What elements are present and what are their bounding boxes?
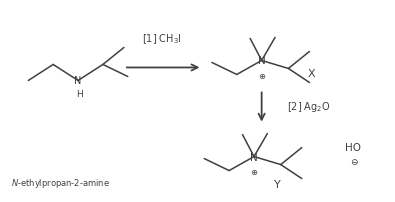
Text: $\it{N}$-ethylpropan-2-amine: $\it{N}$-ethylpropan-2-amine <box>11 176 110 189</box>
Text: ⊖: ⊖ <box>350 157 357 166</box>
Text: N: N <box>74 76 82 86</box>
Text: ⊕: ⊕ <box>258 72 265 81</box>
Text: Y: Y <box>274 179 280 189</box>
Text: X: X <box>308 69 315 79</box>
Text: HO: HO <box>346 142 361 152</box>
Text: [1] CH$_3$I: [1] CH$_3$I <box>142 32 182 46</box>
Text: H: H <box>77 89 83 99</box>
Text: ⊕: ⊕ <box>250 167 258 176</box>
Text: N: N <box>250 152 258 162</box>
Text: N: N <box>258 56 265 66</box>
Text: [2] Ag$_2$O: [2] Ag$_2$O <box>286 99 330 113</box>
